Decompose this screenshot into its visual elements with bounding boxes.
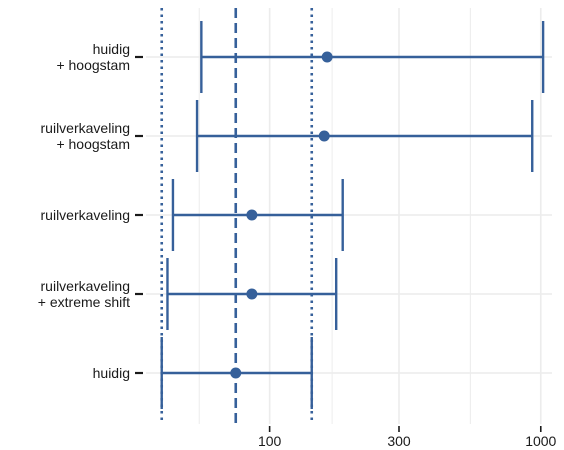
point-estimate [321,51,333,63]
y-tick-label: ruilverkaveling + hoogstam [41,120,130,152]
series-layer [160,21,545,409]
x-tick-label: 300 [387,433,411,449]
point-estimate [246,288,258,300]
y-tick-label: huidig + hoogstam [56,41,130,73]
point-estimate [230,367,242,379]
y-tick-label-line: + hoogstam [56,136,130,152]
x-tick-label: 100 [258,433,282,449]
y-tick-label-line: + extreme shift [38,294,130,310]
y-tick-label-line: huidig [93,41,130,57]
x-tick-label: 1000 [525,433,556,449]
y-tick-label: huidig [93,365,130,381]
interval-3 [166,258,338,330]
interval-4 [160,337,313,409]
interval-0 [200,21,545,93]
point-estimate [246,209,258,221]
interval-1 [195,100,534,172]
y-tick-label-line: ruilverkaveling [41,207,130,223]
y-tick-label: ruilverkaveling [41,207,130,223]
y-tick-label-line: ruilverkaveling [41,120,130,136]
y-tick-label-line: huidig [93,365,130,381]
point-estimate [318,130,330,142]
y-tick-label-line: + hoogstam [56,57,130,73]
y-tick-label-line: ruilverkaveling [41,278,130,294]
y-tick-label: ruilverkaveling + extreme shift [38,278,130,310]
interval-2 [171,179,344,251]
